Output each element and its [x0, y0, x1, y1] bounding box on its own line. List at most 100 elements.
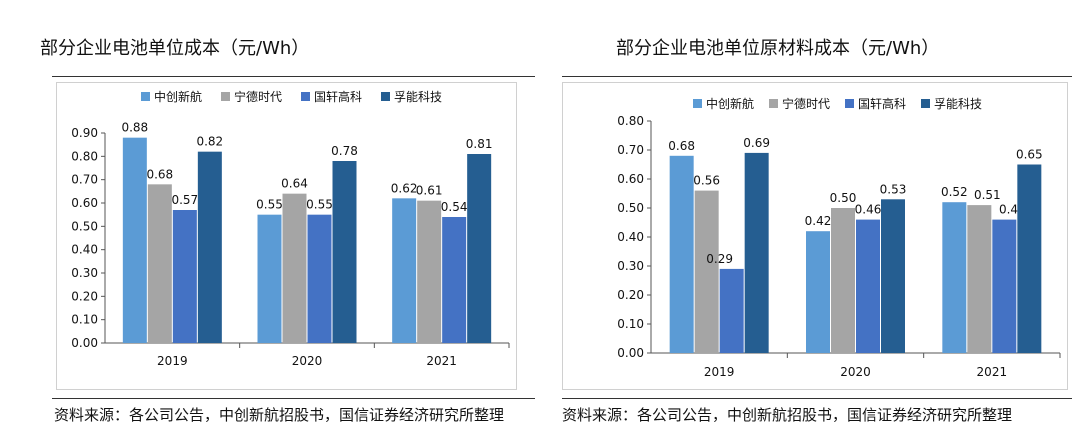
data-label: 0.56 [693, 174, 720, 188]
bar [282, 193, 307, 343]
y-tick-label: 0.80 [71, 149, 98, 163]
bar [332, 161, 357, 343]
x-category-label: 2020 [840, 365, 871, 379]
data-label: 0.51 [974, 188, 1001, 202]
bar [669, 155, 694, 353]
data-label: 0.55 [256, 198, 283, 212]
y-tick-label: 0.70 [71, 173, 98, 187]
y-tick-label: 0.60 [617, 172, 644, 186]
bar [442, 217, 467, 343]
legend-label: 孚能科技 [394, 90, 442, 104]
bar [147, 184, 172, 343]
bar [172, 210, 197, 343]
legend-swatch [693, 99, 702, 108]
bar [257, 214, 282, 343]
bar [694, 190, 719, 353]
bar [122, 137, 147, 343]
bar [831, 208, 855, 353]
bar [417, 200, 442, 343]
legend-label: 宁德时代 [782, 96, 830, 111]
x-category-label: 2021 [977, 365, 1008, 379]
x-category-label: 2021 [426, 354, 457, 368]
chart-title: 部分企业电池单位原材料成本（元/Wh） [616, 38, 940, 59]
bar [392, 198, 417, 343]
title-divider [52, 76, 535, 77]
data-label: 0.65 [1016, 148, 1043, 162]
chart-title: 部分企业电池单位成本（元/Wh） [40, 38, 310, 59]
legend-label: 国轩高科 [858, 96, 906, 111]
y-tick-label: 0.20 [71, 289, 98, 303]
data-label: 0.88 [121, 121, 148, 135]
y-tick-label: 0.50 [617, 201, 644, 215]
data-label: 0.68 [146, 167, 173, 181]
data-label: 0.52 [941, 185, 968, 199]
data-label: 0.61 [416, 184, 443, 198]
data-label: 0.46 [855, 203, 882, 217]
legend-swatch [301, 92, 310, 101]
data-label: 0.55 [306, 198, 333, 212]
chart-frame: 中创新航 宁德时代 国轩高科 孚能科技 0.00 0.10 0.20 0.30 0.40 0.50… [562, 82, 1068, 390]
chart-panel-unit-cost: 部分企业电池单位成本（元/Wh） 中创新航 宁德时代 国轩高科 孚能科技 0.00 0.1… [40, 38, 535, 424]
data-label: 0.69 [743, 136, 770, 150]
y-tick-label: 0.40 [617, 230, 644, 244]
legend-swatch [221, 92, 230, 101]
source-divider [562, 398, 1072, 399]
legend-label: 中创新航 [154, 89, 202, 104]
data-label: 0.42 [805, 214, 832, 228]
y-tick-label: 0.10 [617, 317, 644, 331]
legend-label: 宁德时代 [234, 89, 282, 104]
source-divider [52, 398, 535, 399]
chart-frame: 中创新航 宁德时代 国轩高科 孚能科技 0.00 0.10 0.20 0.30 0.40 0.50… [56, 82, 517, 390]
y-tick-label: 0.00 [71, 336, 98, 350]
bar [942, 202, 967, 353]
data-label: 0.64 [281, 177, 308, 191]
data-label: 0.57 [171, 193, 198, 207]
y-tick-label: 0.30 [71, 266, 98, 280]
source-note: 资料来源：各公司公告，中创新航招股书，国信证券经济研究所整理 [54, 406, 505, 424]
x-category-label: 2020 [292, 354, 323, 368]
legend-swatch [845, 99, 854, 108]
y-tick-label: 0.10 [71, 313, 98, 327]
x-category-label: 2019 [157, 354, 188, 368]
y-tick-label: 0.70 [617, 143, 644, 157]
bar [197, 151, 222, 343]
y-tick-label: 0.20 [617, 288, 644, 302]
bar [719, 268, 744, 353]
x-category-label: 2019 [704, 365, 735, 379]
bar [856, 219, 880, 353]
bar [967, 205, 992, 353]
title-divider [562, 76, 1072, 77]
data-label: 0.81 [466, 137, 493, 151]
data-label: 0.53 [880, 182, 907, 196]
legend-label: 孚能科技 [934, 97, 982, 111]
y-tick-label: 0.90 [71, 126, 98, 140]
data-label: 0.29 [706, 252, 733, 266]
data-label: 0.68 [668, 139, 695, 153]
data-label: 0.62 [391, 181, 418, 195]
bar-chart-material-cost: 中创新航 宁德时代 国轩高科 孚能科技 0.00 0.10 0.20 0.30 0.40 0.50… [617, 96, 1061, 379]
bar [806, 231, 830, 353]
bar-chart-unit-cost: 中创新航 宁德时代 国轩高科 孚能科技 0.00 0.10 0.20 0.30 0.40 0.50… [71, 89, 510, 368]
y-tick-label: 0.40 [71, 243, 98, 257]
bar [1017, 164, 1042, 353]
bar [881, 199, 905, 353]
bar [744, 152, 769, 353]
data-label: 0.54 [441, 200, 468, 214]
legend-label: 国轩高科 [314, 89, 362, 104]
y-tick-label: 0.50 [71, 219, 98, 233]
data-label: 0.78 [331, 144, 358, 158]
data-label: 0.82 [196, 135, 223, 149]
chart-panel-material-cost: 部分企业电池单位原材料成本（元/Wh） 中创新航 宁德时代 国轩高科 孚能科技 0.00… [540, 0, 1080, 447]
bar [307, 214, 332, 343]
data-label: 0.50 [830, 191, 857, 205]
y-tick-label: 0.60 [71, 196, 98, 210]
bar [992, 219, 1017, 353]
legend-label: 中创新航 [706, 96, 754, 111]
legend-swatch [921, 99, 930, 108]
y-tick-label: 0.00 [617, 346, 644, 360]
legend-swatch [141, 92, 150, 101]
legend-swatch [769, 99, 778, 108]
bar [467, 154, 492, 343]
y-tick-label: 0.30 [617, 259, 644, 273]
legend-swatch [381, 92, 390, 101]
